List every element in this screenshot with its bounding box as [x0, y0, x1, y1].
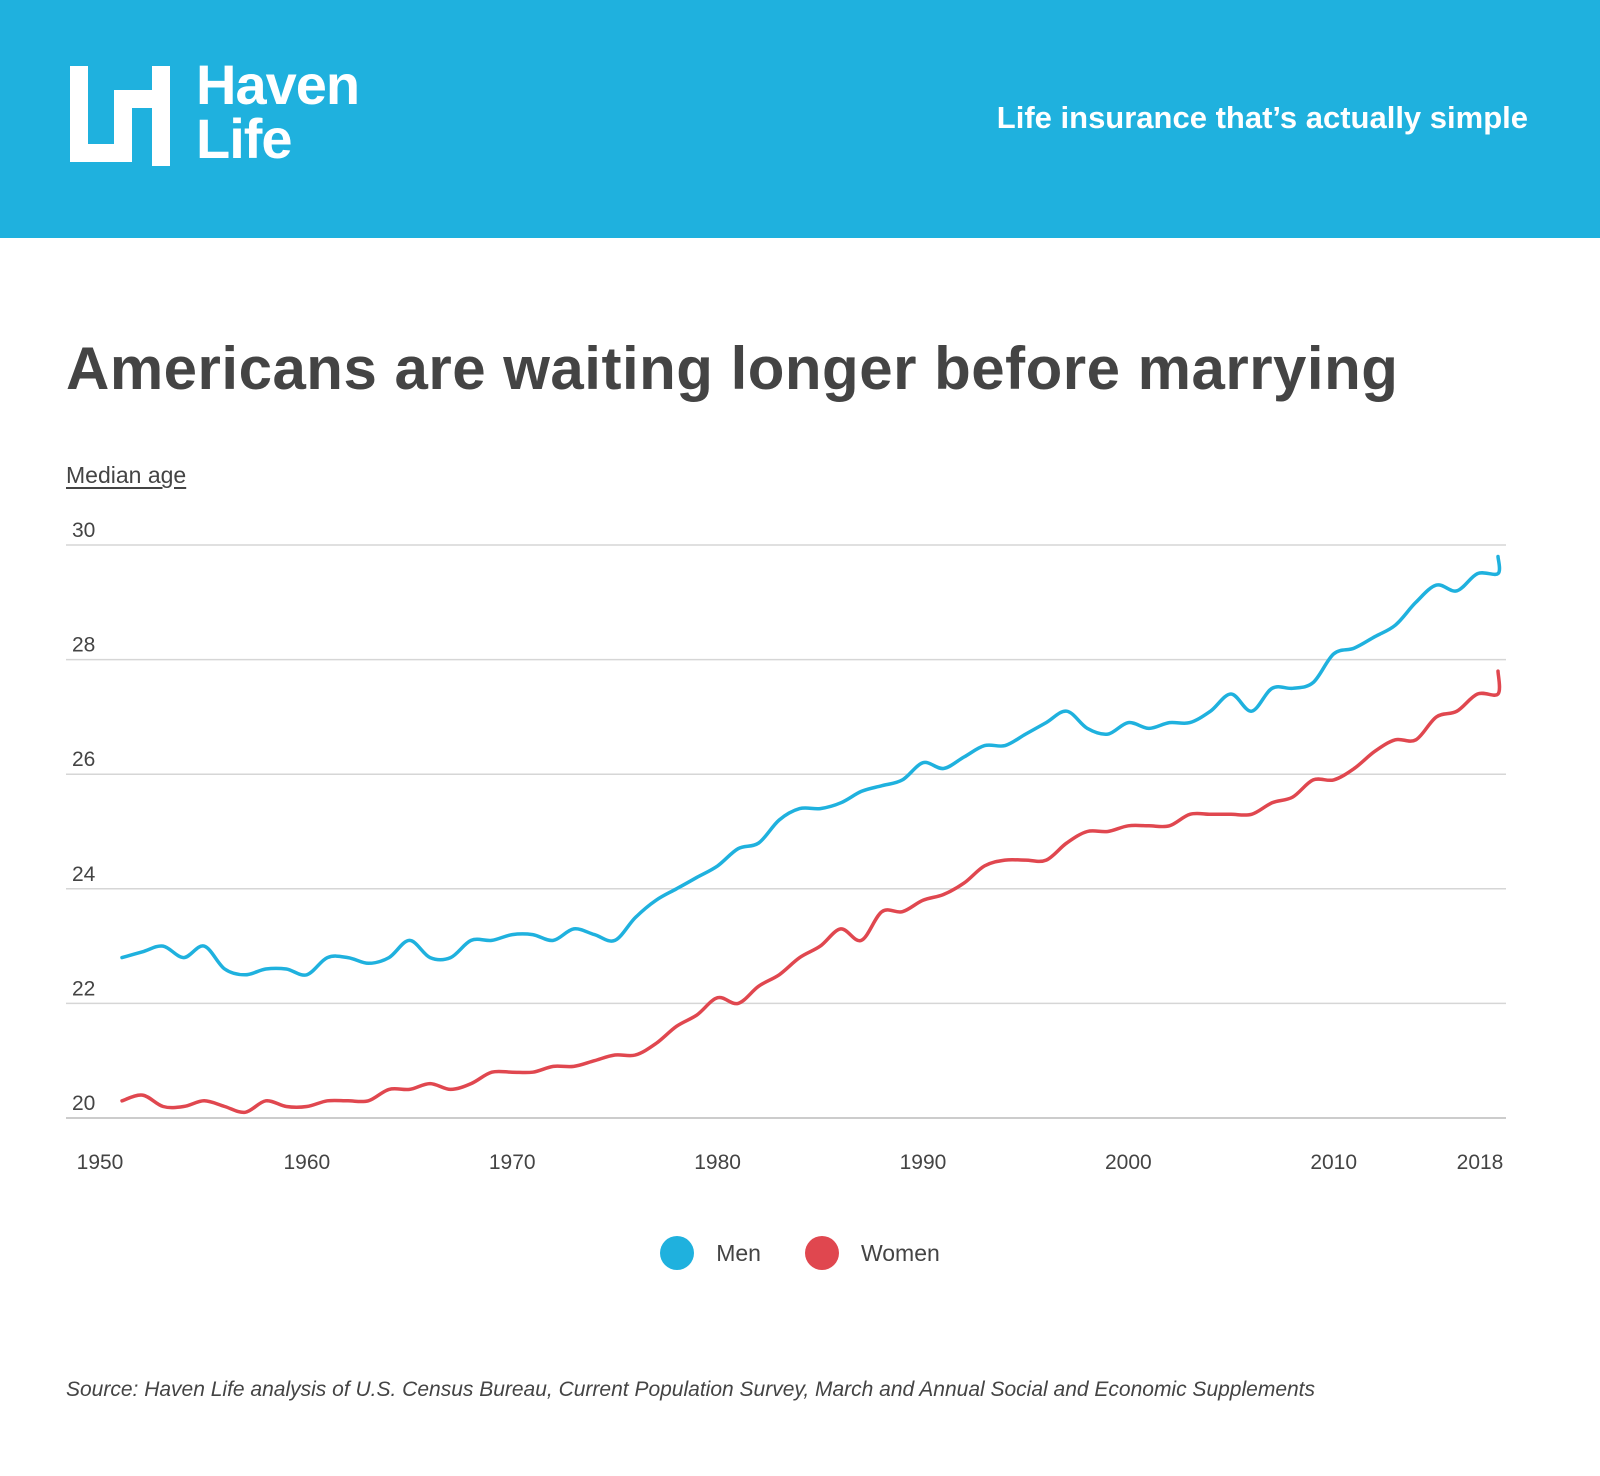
grid-lines	[66, 544, 1506, 1119]
x-tick-1960: 1960	[283, 1151, 330, 1174]
header-banner: Haven Life Life insurance that’s actuall…	[0, 0, 1600, 238]
haven-life-logo[interactable]: Haven Life	[70, 57, 390, 170]
x-tick-1950: 1950	[77, 1151, 124, 1174]
y-axis-label: Median age	[66, 462, 187, 488]
x-tick-2000: 2000	[1105, 1151, 1152, 1174]
y-tick-20: 20	[72, 1092, 95, 1115]
x-tick-2018: 2018	[1457, 1151, 1504, 1174]
legend-swatch-men	[660, 1236, 695, 1270]
logo-line-1: Haven	[196, 53, 360, 116]
legend-label-men: Men	[716, 1239, 761, 1266]
x-tick-1980: 1980	[694, 1151, 741, 1174]
y-tick-30: 30	[72, 519, 95, 542]
line-chart: 20 22 24 26 28 30 1950 1960 1970 1980 1990 2000 201…	[66, 519, 1506, 1174]
legend-item-women[interactable]: Women	[804, 1236, 940, 1270]
y-tick-labels: 20 22 24 26 28 30	[72, 519, 96, 1115]
legend-swatch-women	[804, 1236, 839, 1270]
series-line-men	[120, 554, 1502, 977]
x-tick-2010: 2010	[1310, 1151, 1357, 1174]
legend-label-women: Women	[860, 1239, 940, 1266]
source-note: Source: Haven Life analysis of U.S. Cens…	[66, 1378, 1316, 1401]
x-tick-1990: 1990	[900, 1151, 947, 1174]
series-line-women	[120, 669, 1502, 1115]
y-tick-26: 26	[72, 748, 95, 771]
y-tick-24: 24	[72, 863, 96, 886]
y-tick-28: 28	[72, 634, 95, 657]
x-tick-labels: 1950 1960 1970 1980 1990 2000 2010 2018	[77, 1151, 1504, 1174]
chart-legend: Men Women	[0, 1236, 1600, 1270]
legend-item-men[interactable]: Men	[660, 1236, 761, 1270]
haven-life-logo-mark-icon	[70, 66, 170, 166]
series-lines	[120, 554, 1502, 1115]
chart-title: Americans are waiting longer before marr…	[66, 335, 1399, 402]
y-tick-22: 22	[72, 977, 95, 1000]
logo-text: Haven Life	[196, 53, 360, 170]
tagline: Life insurance that’s actually simple	[996, 100, 1528, 135]
x-tick-1970: 1970	[489, 1151, 536, 1174]
logo-line-2: Life	[196, 107, 293, 170]
